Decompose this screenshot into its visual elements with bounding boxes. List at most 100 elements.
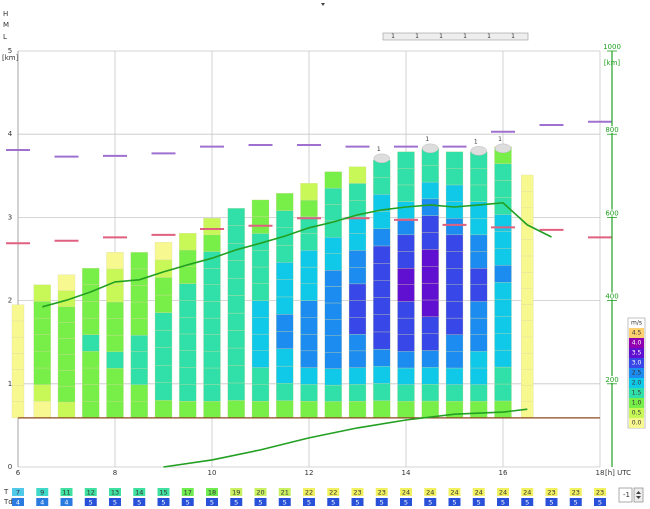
speed-cell: [130, 384, 148, 402]
cloud-label: 1: [425, 136, 429, 143]
speed-cell: [470, 284, 488, 302]
speed-cell: [33, 351, 51, 369]
speed-cell: [521, 223, 534, 240]
td-value: 5: [428, 499, 432, 507]
speed-cell: [251, 384, 270, 402]
speed-cell: [348, 367, 367, 385]
td-box: [569, 498, 582, 506]
td-value: 5: [186, 499, 190, 507]
t-box: [472, 488, 485, 496]
speed-cell: [276, 365, 294, 384]
t-value: 24: [499, 489, 507, 497]
speed-cell: [373, 383, 391, 401]
td-value: 5: [89, 499, 93, 507]
speed-cell: [203, 384, 221, 402]
td-value: 5: [331, 499, 335, 507]
speed-cell: [324, 302, 342, 320]
speed-cell: [106, 401, 124, 419]
speed-cell: [33, 401, 51, 419]
speed-cell: [494, 333, 512, 351]
speed-cell: [82, 401, 100, 419]
speed-cell: [421, 384, 439, 402]
speed-cell: [276, 400, 294, 419]
t-box: [206, 488, 218, 496]
speed-cell: [324, 204, 342, 222]
speed-cell: [324, 187, 342, 205]
speed-cell: [300, 333, 318, 352]
t-value: 24: [523, 489, 531, 497]
speed-cell: [11, 353, 25, 370]
td-box: [36, 498, 49, 506]
speed-cell: [470, 251, 488, 269]
cloud-label: 1: [474, 138, 478, 145]
speed-cell: [300, 317, 318, 335]
speed-cell: [11, 369, 25, 386]
speed-cell: [106, 368, 124, 385]
speed-cell: [82, 351, 100, 369]
td-value: 5: [598, 499, 602, 507]
legend-label: 1.0: [632, 400, 642, 407]
speed-cell: [57, 370, 76, 387]
cloud: [422, 143, 439, 154]
speed-cell: [251, 367, 270, 385]
speed-cell: [33, 384, 51, 402]
spinner-buttons[interactable]: [633, 487, 644, 503]
x-tick-label: 16: [499, 469, 508, 477]
td-box: [375, 498, 388, 506]
td-value: 5: [283, 499, 287, 507]
speed-cell: [154, 242, 173, 261]
speed-cell: [494, 400, 512, 419]
speed-cell: [251, 283, 270, 301]
speed-cell: [203, 351, 221, 369]
legend-label: 1.5: [632, 390, 642, 397]
speed-cell: [373, 280, 391, 298]
t-value: 9: [40, 489, 44, 497]
t-value: 20: [256, 489, 264, 497]
td-box: [278, 498, 291, 506]
speed-cell: [300, 384, 318, 402]
side-label: H: [3, 10, 8, 18]
td-box: [60, 498, 73, 506]
speed-cell: [445, 367, 464, 385]
speed-cell: [348, 216, 367, 234]
y-tick-label: 1: [8, 380, 12, 388]
speed-cell: [397, 334, 415, 352]
speed-cell: [348, 233, 367, 251]
speed-cell: [470, 384, 488, 402]
speed-cell: [494, 163, 512, 181]
speed-cell: [421, 316, 439, 334]
td-value: 5: [501, 499, 505, 507]
td-value: 5: [307, 499, 311, 507]
speed-cell: [33, 301, 51, 319]
speed-cell: [130, 301, 148, 319]
speed-cell: [106, 384, 124, 402]
speed-cell: [324, 253, 342, 271]
speed-cell: [397, 168, 415, 186]
speed-cell: [300, 266, 318, 284]
legend-swatch: [629, 418, 644, 428]
y2-tick-label: 200: [605, 376, 618, 384]
speed-cell: [33, 367, 51, 385]
y-tick-label: 3: [8, 213, 12, 221]
speed-cell: [82, 301, 100, 319]
speed-cell: [494, 180, 512, 198]
speed-cell: [521, 174, 534, 192]
speed-cell: [397, 234, 415, 252]
speed-cell: [445, 317, 464, 335]
t-box: [594, 488, 606, 496]
speed-cell: [130, 252, 148, 270]
td-box: [448, 498, 461, 506]
speed-cell: [397, 268, 415, 285]
y2-tick-label: 800: [605, 126, 618, 134]
td-box: [230, 498, 243, 506]
speed-cell: [521, 239, 534, 257]
spinner-input[interactable]: [618, 487, 633, 503]
speed-cell: [470, 351, 488, 369]
speed-cell: [300, 350, 318, 368]
speed-cell: [373, 177, 391, 195]
speed-cell: [348, 166, 367, 184]
t-value: 22: [305, 489, 313, 497]
speed-cell: [521, 385, 534, 402]
speed-cell: [397, 384, 415, 402]
td-box: [157, 498, 170, 506]
